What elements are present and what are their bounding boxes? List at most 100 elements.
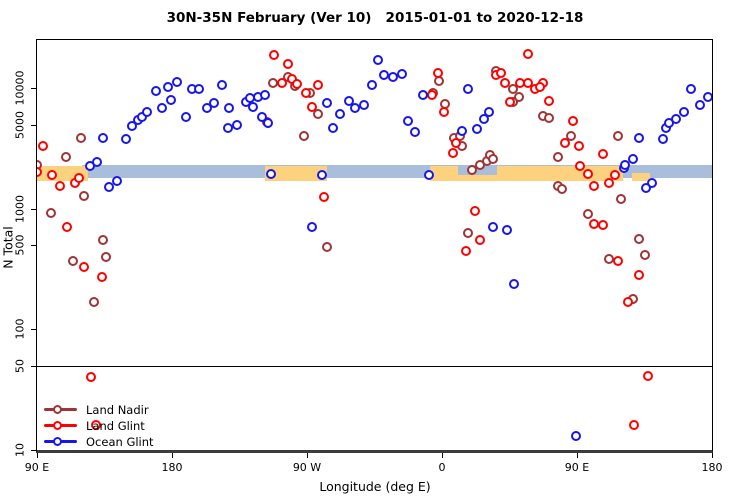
point-land-glint [306,101,317,112]
point-land-nadir [45,207,56,218]
point-land-glint [588,218,599,229]
point-ocean-glint [423,170,434,181]
x-axis-label: Longitude (deg E) [319,479,431,494]
point-ocean-glint [162,81,173,92]
point-land-nadir [467,164,477,175]
point-land-glint [62,221,72,232]
point-ocean-glint [231,119,242,130]
y-tick [31,245,36,247]
y-tick [31,124,36,126]
point-ocean-glint [335,109,345,120]
point-ocean-glint [171,76,182,87]
point-ocean-glint [509,278,519,289]
point-land-nadir [101,251,111,262]
legend: Land Nadir Land Glint Ocean Glint [44,401,214,449]
point-land-nadir [89,296,99,307]
point-land-nadir [543,112,554,123]
point-land-glint [432,67,443,78]
legend-marker-icon [53,420,62,430]
point-ocean-glint [396,69,407,80]
point-ocean-glint [641,182,651,193]
point-ocean-glint [462,84,473,95]
point-land-glint [447,148,458,159]
point-land-glint [54,180,65,191]
point-land-glint [500,77,510,88]
point-land-nadir [633,234,644,245]
point-land-glint [504,96,515,107]
point-land-glint [38,141,48,152]
x-tick [172,453,173,458]
point-ocean-glint [695,100,705,111]
ocean-band-notch [458,165,498,175]
point-ocean-glint [141,107,152,118]
point-ocean-glint [257,111,267,122]
x-tick [712,453,713,458]
point-ocean-glint [306,221,317,232]
y-tick [31,450,36,451]
point-land-nadir [552,151,563,162]
point-land-glint [534,81,545,92]
point-land-glint [47,170,57,181]
point-ocean-glint [224,102,234,113]
point-land-glint [597,148,608,159]
point-land-glint [609,170,620,181]
point-ocean-glint [98,132,108,143]
x-tick [442,453,443,458]
legend-marker-icon [53,436,62,446]
point-ocean-glint [92,156,102,167]
point-land-glint [522,77,533,88]
point-land-nadir [60,151,71,162]
y-tick [31,329,36,331]
point-ocean-glint [627,153,638,164]
point-ocean-glint [387,71,398,82]
point-ocean-glint [570,431,581,442]
point-ocean-glint [150,86,161,97]
point-land-glint [642,371,653,382]
point-land-glint [438,106,449,117]
x-tick-label: 180 [161,461,183,474]
point-land-nadir [513,91,524,102]
point-ocean-glint [222,122,233,133]
point-land-glint [612,255,623,266]
point-land-glint [470,205,480,216]
point-ocean-glint [620,160,630,171]
point-ocean-glint [266,168,276,179]
point-land-glint [86,372,96,383]
point-land-glint [291,78,302,89]
legend-item: Ocean Glint [44,433,214,449]
plot-area [36,39,713,453]
point-ocean-glint [456,126,467,137]
y-tick-label: 10000 [13,70,27,106]
point-ocean-glint [702,91,712,102]
point-ocean-glint [678,107,689,118]
point-land-glint [450,138,461,149]
point-ocean-glint [671,113,681,124]
land-band-thin [632,173,651,181]
point-ocean-glint [156,102,167,113]
point-ocean-glint [663,118,674,129]
y-tick-label: 5000 [13,110,27,139]
point-land-nadir [312,109,323,120]
x-tick-label: 90 E [24,461,50,474]
point-land-nadir [78,190,89,201]
point-land-glint [461,245,471,256]
point-land-glint [282,58,293,69]
point-ocean-glint [216,79,227,90]
point-land-nadir [566,131,576,142]
point-land-glint [495,67,506,78]
point-land-glint [522,48,533,59]
point-land-nadir [582,208,593,219]
x-tick-label: 90 E [564,461,590,474]
y-axis-label: N Total [0,226,16,269]
point-land-nadir [488,153,498,164]
point-land-nadir [299,131,309,142]
point-ocean-glint [263,118,273,129]
point-ocean-glint [194,83,204,94]
point-land-nadir [603,253,614,264]
point-land-glint [567,116,578,127]
point-land-glint [633,270,644,281]
point-ocean-glint [410,127,420,138]
point-ocean-glint [111,176,122,186]
point-ocean-glint [657,133,668,144]
x-tick-label: 90 W [292,461,322,474]
